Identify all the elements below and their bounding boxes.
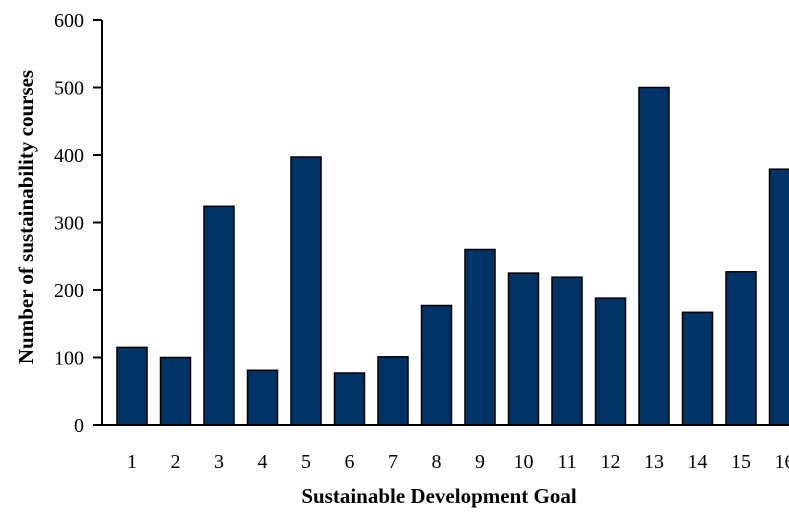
x-tick-label: 5 bbox=[301, 451, 311, 473]
bar-goal-7 bbox=[377, 356, 409, 426]
bar-goal-3 bbox=[203, 205, 235, 426]
x-tick-label: 2 bbox=[171, 451, 181, 473]
bar-goal-11 bbox=[551, 276, 583, 426]
bar-goal-15 bbox=[725, 271, 757, 426]
bar-goal-1 bbox=[116, 346, 148, 426]
y-axis-ticks: 0 100 200 300 400 500 600 bbox=[54, 10, 102, 437]
x-tick-label: 15 bbox=[731, 451, 751, 473]
bar-goal-14 bbox=[681, 311, 714, 426]
y-tick-label: 400 bbox=[54, 145, 84, 167]
y-tick-label: 300 bbox=[54, 213, 84, 235]
y-tick-label: 200 bbox=[54, 280, 84, 302]
x-tick-label: 8 bbox=[432, 451, 442, 473]
bar-goal-9 bbox=[464, 248, 496, 426]
y-axis-title: Number of sustainability courses bbox=[14, 70, 38, 364]
x-tick-label: 10 bbox=[514, 451, 534, 473]
x-tick-label: 1 bbox=[127, 451, 137, 473]
bar-goal-5 bbox=[290, 156, 322, 426]
bar-goal-4 bbox=[246, 369, 279, 426]
x-tick-label: 9 bbox=[475, 451, 485, 473]
y-tick-label: 0 bbox=[74, 415, 84, 437]
bars-group bbox=[116, 86, 789, 426]
bar-goal-13 bbox=[638, 86, 670, 426]
x-tick-label: 12 bbox=[601, 451, 621, 473]
x-tick-label: 16 bbox=[775, 451, 789, 473]
x-tick-label: 13 bbox=[644, 451, 664, 473]
x-axis-title: Sustainable Development Goal bbox=[301, 484, 577, 508]
bar-goal-6 bbox=[333, 372, 366, 426]
bar-goal-8 bbox=[420, 304, 453, 426]
x-tick-label: 11 bbox=[557, 451, 576, 473]
bar-goal-12 bbox=[594, 297, 627, 426]
bar-goal-16 bbox=[768, 168, 789, 426]
y-tick-label: 600 bbox=[54, 10, 84, 32]
y-tick-label: 100 bbox=[54, 348, 84, 370]
x-tick-label: 14 bbox=[688, 451, 708, 473]
x-tick-label: 3 bbox=[214, 451, 224, 473]
x-tick-label: 7 bbox=[388, 451, 398, 473]
x-axis-ticks: 12345678910111213141516 bbox=[127, 451, 789, 473]
bar-goal-2 bbox=[159, 356, 192, 426]
bar-goal-10 bbox=[507, 272, 540, 426]
x-tick-label: 6 bbox=[345, 451, 355, 473]
x-tick-label: 4 bbox=[258, 451, 268, 473]
y-tick-label: 500 bbox=[54, 78, 84, 100]
